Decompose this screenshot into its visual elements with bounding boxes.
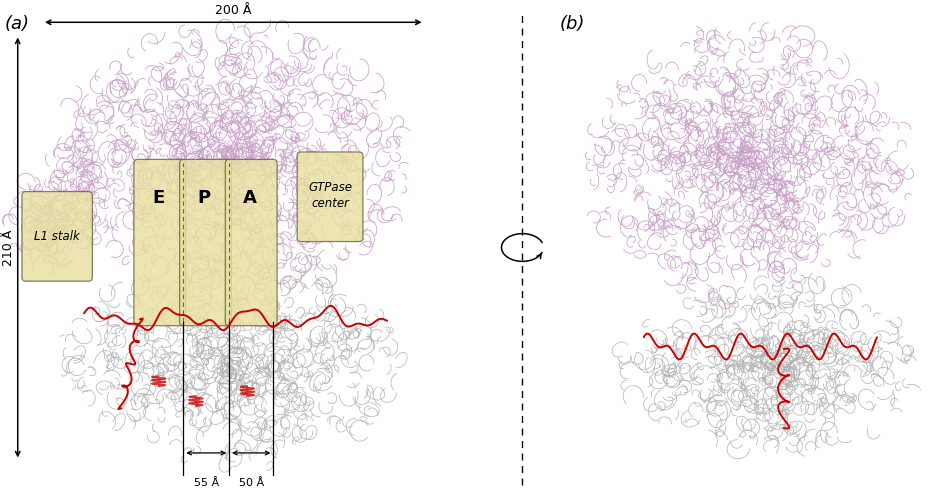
FancyBboxPatch shape	[179, 159, 231, 326]
Text: (b): (b)	[560, 15, 585, 33]
Text: (a): (a)	[5, 15, 30, 33]
Text: L1 stalk: L1 stalk	[34, 230, 80, 243]
Text: E: E	[152, 189, 165, 207]
Text: A: A	[244, 189, 257, 207]
FancyBboxPatch shape	[226, 159, 277, 326]
FancyBboxPatch shape	[297, 152, 363, 242]
Text: 55 Å: 55 Å	[193, 478, 219, 488]
Text: 210 Å: 210 Å	[2, 229, 15, 266]
FancyBboxPatch shape	[22, 192, 92, 281]
Text: GTPase
center: GTPase center	[308, 181, 353, 210]
Text: 50 Å: 50 Å	[239, 478, 264, 488]
Text: P: P	[198, 189, 211, 207]
FancyBboxPatch shape	[134, 159, 186, 326]
Text: 200 Å: 200 Å	[215, 4, 252, 17]
